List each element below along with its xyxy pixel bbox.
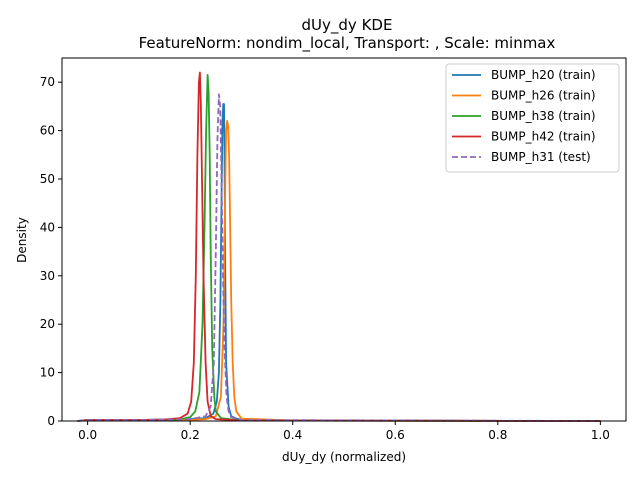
x-tick-label: 0.0 (78, 428, 97, 442)
x-tick-label: 0.8 (488, 428, 507, 442)
x-tick-label: 1.0 (591, 428, 610, 442)
legend: BUMP_h20 (train) BUMP_h26 (train) BUMP_h38… (445, 63, 620, 173)
x-tick-label: 0.4 (283, 428, 302, 442)
legend-box (445, 63, 620, 173)
plot-area (77, 71, 601, 422)
legend-label-3: BUMP_h42 (train) (491, 130, 596, 144)
y-axis-label: Density (15, 217, 29, 263)
plot-frame (61, 57, 627, 422)
y-tick-label: 20 (40, 317, 55, 331)
x-axis-label: dUy_dy (normalized) (282, 450, 406, 464)
legend-label-1: BUMP_h26 (train) (491, 89, 596, 103)
chart-subtitle: FeatureNorm: nondim_local, Transport: , … (139, 34, 556, 53)
series-line-1 (77, 120, 601, 422)
y-tick-label: 40 (40, 220, 55, 234)
y-tick-label: 30 (40, 269, 55, 283)
legend-label-2: BUMP_h38 (train) (491, 109, 596, 123)
legend-label-0: BUMP_h20 (train) (491, 68, 596, 82)
y-tick-label: 60 (40, 124, 55, 138)
y-tick-label: 70 (40, 75, 55, 89)
x-tick-label: 0.6 (386, 428, 405, 442)
legend-label-4: BUMP_h31 (test) (491, 150, 591, 164)
y-axis: 0 10 20 30 40 50 60 70 (40, 75, 62, 428)
series-line-4 (77, 93, 601, 422)
x-axis: 0.0 0.2 0.4 0.6 0.8 1.0 (78, 421, 610, 442)
chart-title: dUy_dy KDE (302, 16, 393, 35)
y-tick-label: 10 (40, 366, 55, 380)
x-tick-label: 0.2 (181, 428, 200, 442)
y-tick-label: 50 (40, 172, 55, 186)
y-tick-label: 0 (47, 414, 55, 428)
